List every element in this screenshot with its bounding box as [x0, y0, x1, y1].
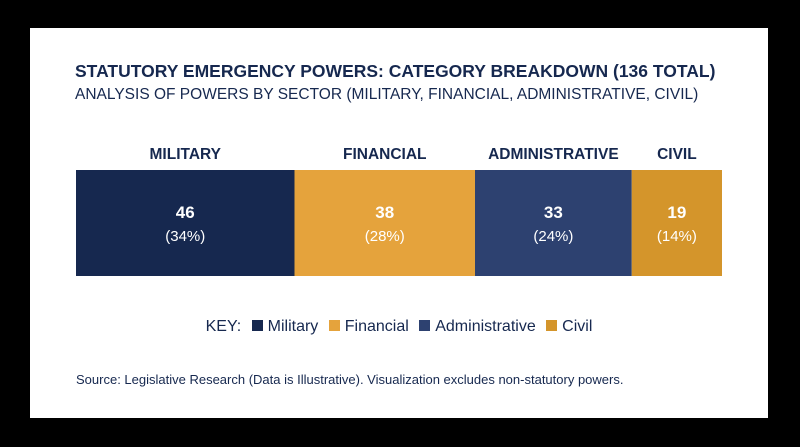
percent-label-financial: (28%): [365, 228, 405, 245]
category-label-military: MILITARY: [150, 146, 222, 163]
legend-label-military: Military: [267, 318, 319, 335]
percent-label-administrative: (24%): [533, 228, 573, 245]
value-label-military: 46: [176, 203, 195, 222]
legend-swatch-financial: [328, 320, 340, 331]
chart-card: STATUTORY EMERGENCY POWERS: CATEGORY BRE…: [30, 28, 768, 418]
category-label-administrative: ADMINISTRATIVE: [488, 146, 619, 163]
chart-subtitle: ANALYSIS OF POWERS BY SECTOR (MILITARY, …: [75, 86, 699, 103]
percent-label-military: (34%): [165, 228, 205, 245]
value-label-administrative: 33: [544, 203, 563, 222]
bar-segment-military: [76, 170, 295, 276]
source-note: Source: Legislative Research (Data is Il…: [76, 372, 624, 387]
bar-segment-civil: [631, 170, 722, 276]
bar-segment-financial: [294, 170, 475, 276]
legend-swatch-administrative: [419, 320, 431, 331]
stacked-bar-chart: MILITARY 46 (34%) FINANCIAL 38 (28%) ADMINISTR…: [76, 146, 722, 276]
legend-label-financial: Financial: [344, 318, 409, 335]
value-label-financial: 38: [375, 203, 394, 222]
percent-label-civil: (14%): [657, 228, 697, 245]
category-label-civil: CIVIL: [657, 146, 697, 163]
legend-label-administrative: Administrative: [435, 318, 536, 335]
legend-swatch-military: [251, 320, 263, 331]
legend-item-administrative: Administrative: [419, 318, 536, 336]
legend: KEY: Military Financial Administrative C…: [30, 318, 768, 336]
legend-item-civil: Civil: [546, 318, 592, 336]
legend-label-civil: Civil: [562, 318, 593, 335]
legend-item-military: Military: [251, 318, 319, 336]
value-label-civil: 19: [667, 203, 686, 222]
bar-segment-administrative: [475, 170, 632, 276]
chart-title: STATUTORY EMERGENCY POWERS: CATEGORY BRE…: [75, 61, 716, 81]
legend-swatch-civil: [546, 320, 558, 331]
category-label-financial: FINANCIAL: [343, 146, 427, 163]
legend-item-financial: Financial: [328, 318, 409, 336]
legend-key-label: KEY:: [205, 318, 242, 335]
